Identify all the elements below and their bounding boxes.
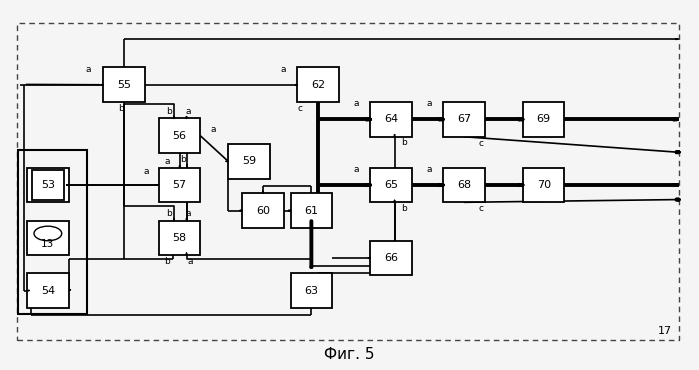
Text: 69: 69 [537,114,551,124]
Bar [443,102,484,137]
Text: 13: 13 [41,239,55,249]
Text: a: a [164,157,170,166]
Text: 17: 17 [658,326,672,336]
Text: 57: 57 [173,180,187,190]
Bar [159,118,201,153]
Text: a: a [186,209,192,218]
Bar [27,273,69,308]
Text: a: a [354,100,359,108]
Text: 58: 58 [173,233,187,243]
Text: 63: 63 [304,286,318,296]
Bar [27,168,69,202]
Text: b: b [164,257,170,266]
Text: 55: 55 [117,80,131,90]
Text: c: c [479,204,484,213]
Bar [17,23,679,340]
Bar [159,221,201,255]
Text: 64: 64 [384,114,398,124]
Bar [370,102,412,137]
Text: 60: 60 [256,205,270,215]
Text: 66: 66 [384,253,398,263]
Text: 54: 54 [41,286,55,296]
Text: 65: 65 [384,180,398,190]
Text: a: a [143,167,149,176]
Bar [298,67,339,102]
Bar [291,273,332,308]
Text: b: b [118,104,124,113]
Text: b: b [401,204,406,213]
Text: 56: 56 [173,131,187,141]
Text: 61: 61 [304,205,318,215]
Bar [18,150,87,314]
Text: a: a [426,100,432,108]
Text: a: a [426,165,432,174]
Bar [242,193,284,228]
Bar [523,102,565,137]
Bar [443,168,484,202]
Text: a: a [354,165,359,174]
Text: 68: 68 [457,180,471,190]
Bar [370,240,412,275]
Text: a: a [186,107,192,117]
Bar [27,221,69,255]
Text: a: a [210,125,215,134]
Text: b: b [401,138,406,147]
Text: a: a [187,257,193,266]
Bar [159,168,201,202]
Bar [523,168,565,202]
Text: c: c [298,104,303,113]
Text: b: b [180,155,186,164]
Bar [228,144,270,179]
Text: a: a [281,65,287,74]
Text: a: a [85,65,91,74]
Bar [370,168,412,202]
Text: b: b [166,107,172,117]
Bar [291,193,332,228]
Bar [32,170,64,200]
Text: 53: 53 [41,180,55,190]
Text: 70: 70 [537,180,551,190]
Text: b: b [166,209,172,218]
Text: 67: 67 [457,114,471,124]
Text: 62: 62 [311,80,325,90]
Text: 59: 59 [242,156,256,166]
Text: Фиг. 5: Фиг. 5 [324,347,375,362]
Bar [103,67,145,102]
Text: c: c [479,139,484,148]
